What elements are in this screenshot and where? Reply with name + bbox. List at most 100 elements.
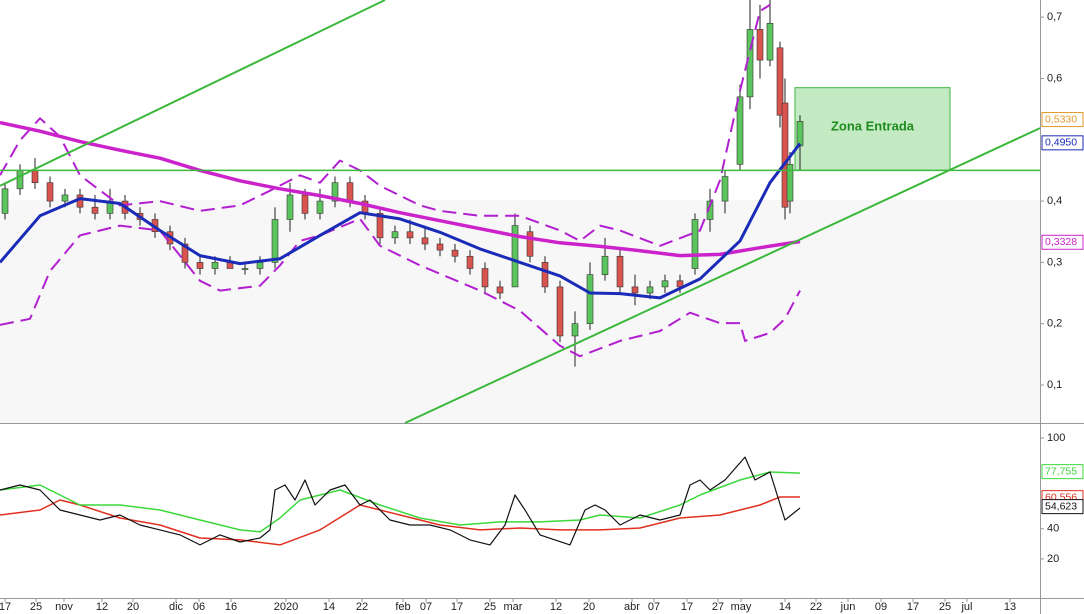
candle-body: [616, 255, 624, 288]
candle-body: [196, 262, 204, 269]
x-tick-label: nov: [55, 601, 73, 613]
candle-body: [756, 29, 764, 61]
candle-body: [346, 182, 354, 202]
x-tick-label: 27: [712, 601, 724, 613]
x-tick-label: 14: [323, 601, 335, 613]
candle-body: [406, 231, 414, 239]
x-tick-label: 07: [420, 601, 432, 613]
x-tick-label: 22: [810, 601, 822, 613]
price-panel-shade: [0, 200, 1040, 423]
candle-body: [16, 170, 24, 190]
x-tick-label: 12: [96, 601, 108, 613]
candle-body: [301, 194, 309, 214]
x-tick-label: abr: [624, 601, 640, 613]
x-tick-label: 06: [193, 601, 205, 613]
candle-body: [646, 286, 654, 294]
candle-body: [271, 219, 279, 263]
candle-body: [586, 274, 594, 324]
y-tick-label: 20: [1047, 553, 1059, 565]
candle-body: [661, 280, 669, 288]
y-tick-label: 0,2: [1047, 318, 1062, 330]
candle-body: [766, 22, 774, 61]
y-tick-label: 0,1: [1047, 379, 1062, 391]
value-tag-label: 77,755: [1045, 465, 1077, 477]
candle-body: [496, 286, 504, 294]
candle-body: [61, 194, 69, 202]
x-tick-label: 22: [356, 601, 368, 613]
value-tag: [1041, 234, 1084, 250]
y-tick-label: 40: [1047, 523, 1059, 535]
x-tick-label: feb: [395, 601, 410, 613]
candle-body: [181, 243, 189, 263]
x-tick-label: 20: [127, 601, 139, 613]
candle-body: [376, 213, 384, 239]
x-tick-label: 17: [907, 601, 919, 613]
candle-body: [736, 96, 744, 165]
entry-zone: [794, 87, 951, 171]
candle-body: [91, 206, 99, 214]
candle-body: [786, 163, 794, 202]
x-tick-label: 16: [225, 601, 237, 613]
candle-body: [526, 231, 534, 257]
x-tick-label: mar: [504, 601, 523, 613]
x-tick-label: 17: [0, 601, 11, 613]
candle-body: [781, 102, 789, 208]
x-tick-label: jun: [840, 601, 856, 613]
osc-panel-bg: [0, 425, 1040, 598]
line-series: [0, 496, 800, 546]
candle-body: [436, 243, 444, 251]
candle-body: [451, 249, 459, 257]
candle-body: [691, 219, 699, 269]
x-tick-label: jul: [960, 601, 972, 613]
y-tick-label: 0,7: [1047, 11, 1062, 23]
x-tick-label: 13: [1004, 601, 1016, 613]
candle-body: [331, 182, 339, 202]
candle-body: [571, 323, 579, 337]
candle-body: [391, 231, 399, 239]
candle-body: [721, 176, 729, 202]
line-series: [0, 120, 801, 258]
candle-body: [601, 255, 609, 275]
value-tag: [1041, 464, 1084, 480]
y-tick-label: 100: [1047, 432, 1065, 444]
x-tick-label: may: [731, 601, 752, 613]
value-tag: [1041, 135, 1084, 151]
x-tick-label: 07: [648, 601, 660, 613]
line-series: [0, 456, 801, 546]
candle-body: [796, 121, 804, 147]
y-tick-label: 0,3: [1047, 256, 1062, 268]
x-tick-label: 12: [550, 601, 562, 613]
value-tag: [1041, 112, 1084, 128]
x-tick-label: 25: [939, 601, 951, 613]
value-tag-label: 0,4950: [1045, 137, 1077, 149]
candle-body: [421, 237, 429, 245]
x-tick-label: 2020: [274, 601, 298, 613]
candle-body: [211, 262, 219, 269]
candle-body: [541, 262, 549, 288]
line-series: [0, 217, 801, 358]
candle-body: [631, 286, 639, 294]
x-tick-label: 09: [875, 601, 887, 613]
value-tag: [1041, 499, 1084, 515]
candle-body: [241, 268, 249, 270]
x-tick-label: 17: [681, 601, 693, 613]
candle-body: [1, 188, 9, 214]
value-tag-label: 0,5330: [1045, 113, 1077, 125]
x-tick-label: 20: [583, 601, 595, 613]
line-series: [0, 142, 802, 300]
x-tick-label: 25: [30, 601, 42, 613]
x-tick-label: dic: [169, 601, 184, 613]
line-series: [404, 127, 1041, 424]
x-tick-label: 25: [484, 601, 496, 613]
candle-body: [776, 47, 784, 116]
candle-body: [256, 262, 264, 269]
value-tag-label: 0,3328: [1045, 236, 1077, 248]
y-tick-label: 0,4: [1047, 195, 1062, 207]
candle-body: [466, 255, 474, 269]
x-tick-label: 17: [451, 601, 463, 613]
candle-body: [511, 225, 519, 288]
value-tag-label: 54,623: [1045, 500, 1077, 512]
candle-body: [46, 182, 54, 202]
candle-body: [556, 286, 564, 337]
candle-body: [481, 268, 489, 288]
